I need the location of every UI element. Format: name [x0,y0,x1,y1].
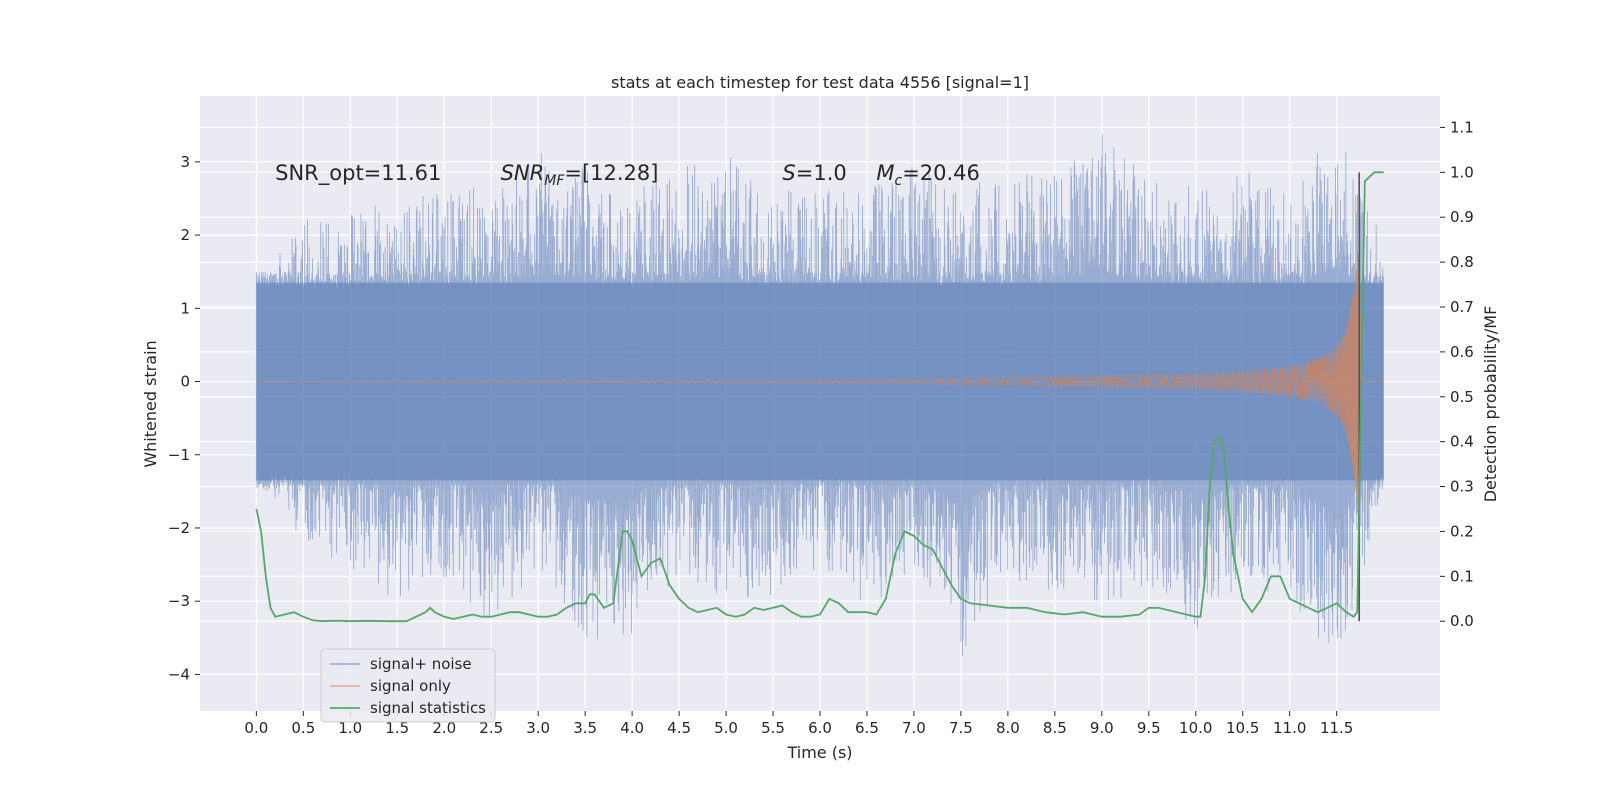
annotations: SNR_opt=11.61 SNRMF=[12.28] S=1.0 Mc=20.46 [275,161,980,189]
legend-box [320,648,496,723]
x-tick-label: 8.5 [1043,719,1067,737]
annotation-0: SNR_opt=11.61 [275,161,441,186]
y2-tick-label: 1.1 [1450,118,1474,136]
annotation-2: S=1.0 [782,161,846,185]
x-tick-label: 6.5 [855,719,879,737]
statistics-series [255,171,1384,623]
x-tick-label: 7.5 [949,719,973,737]
signal-noise-trace [255,134,1384,656]
x-tick-label: 8.0 [996,719,1020,737]
legend-label-signal-statistics: signal statistics [370,699,486,717]
x-tick-label: 11.5 [1320,719,1353,737]
y2-axis-ticks: 0.0 0.1 0.2 0.3 0.4 0.5 0.6 0.7 0.8 0.9 1.0 1.1 [1440,118,1474,630]
y2-tick-label: 0.7 [1450,298,1474,316]
x-axis-ticks: 0.0 0.5 1.0 1.5 2.0 2.5 3.0 3.5 4.0 4.5 5.0 5.5 6.0 6… [244,711,1353,737]
x-tick-label: 4.5 [667,719,691,737]
y2-tick-label: 0.6 [1450,343,1474,361]
x-tick-label: 0.5 [291,719,315,737]
x-tick-label: 4.0 [620,719,644,737]
x-tick-label: 10.0 [1179,719,1212,737]
y-tick-label: −1 [168,446,190,464]
x-tick-label: 2.0 [432,719,456,737]
x-tick-label: 3.5 [573,719,597,737]
y-tick-label: 2 [180,226,190,244]
x-tick-label: 0.0 [244,719,268,737]
y-tick-label: 3 [180,153,190,171]
y2-tick-label: 1.0 [1450,163,1474,181]
y-tick-label: −4 [168,665,190,683]
annotation-3: Mc=20.46 [876,161,980,189]
x-tick-label: 7.0 [902,719,926,737]
y2-tick-label: 0.8 [1450,253,1474,271]
y-tick-label: −3 [168,592,190,610]
x-tick-label: 6.0 [808,719,832,737]
y-tick-label: 0 [180,373,190,391]
legend-label-signal-only: signal only [370,677,451,695]
legend: signal+ noise signal only signal statist… [320,648,496,723]
y2-tick-label: 0.4 [1450,433,1474,451]
y2-tick-label: 0.1 [1450,567,1474,585]
y2-tick-label: 0.3 [1450,478,1474,496]
y2-tick-label: 0.9 [1450,208,1474,226]
y2-axis-title: Detection probability/MF [1481,306,1500,503]
y2-tick-label: 0.5 [1450,388,1474,406]
x-tick-label: 11.0 [1273,719,1306,737]
y-axis-title: Whitened strain [141,340,160,467]
x-tick-label: 5.0 [714,719,738,737]
y-tick-label: −2 [168,519,190,537]
x-tick-label: 3.0 [526,719,550,737]
chart-title: stats at each timestep for test data 455… [611,73,1029,92]
y-axis-ticks: −4 −3 −2 −1 0 1 2 3 [168,153,200,683]
y-tick-label: 1 [180,299,190,317]
x-tick-label: 9.5 [1137,719,1161,737]
x-tick-label: 2.5 [479,719,503,737]
x-tick-label: 5.5 [761,719,785,737]
x-tick-label: 9.0 [1090,719,1114,737]
annotation-1: SNRMF=[12.28] [501,161,659,189]
legend-label-signal-noise: signal+ noise [370,655,472,673]
y2-tick-label: 0.2 [1450,522,1474,540]
x-tick-label: 1.0 [338,719,362,737]
x-axis-title: Time (s) [786,743,852,762]
x-tick-label: 10.5 [1226,719,1259,737]
y2-tick-label: 0.0 [1450,612,1474,630]
signal-only-trace [256,232,1384,523]
signal-statistics-line [255,171,1384,623]
x-tick-label: 1.5 [385,719,409,737]
